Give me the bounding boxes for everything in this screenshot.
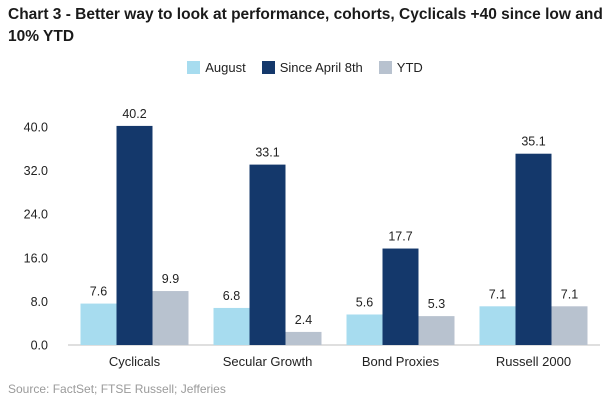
data-label: 17.7: [388, 230, 412, 244]
y-tick-label: 0.0: [31, 339, 48, 353]
data-label: 7.1: [561, 287, 578, 301]
data-label: 33.1: [255, 146, 279, 160]
legend-item-august: August: [187, 60, 246, 75]
data-label: 7.6: [90, 285, 107, 299]
legend-label-ytd: YTD: [396, 60, 423, 75]
bar-since-april-8th-russell-2000: [515, 153, 552, 345]
y-tick-label: 8.0: [31, 295, 48, 309]
x-tick-label: Cyclicals: [109, 354, 161, 369]
data-label: 7.1: [489, 287, 506, 301]
x-tick-label: Secular Growth: [223, 354, 313, 369]
y-tick-label: 24.0: [24, 208, 48, 222]
data-label: 40.2: [122, 107, 146, 121]
bar-since-april-8th-bond-proxies: [382, 248, 419, 345]
bar-ytd-russell-2000: [551, 306, 588, 345]
data-label: 5.6: [356, 295, 373, 309]
bar-august-secular-growth: [213, 307, 250, 345]
bar-august-russell-2000: [479, 306, 516, 345]
y-tick-label: 16.0: [24, 251, 48, 265]
x-tick-label: Bond Proxies: [362, 354, 440, 369]
chart-legend: August Since April 8th YTD: [0, 60, 610, 75]
bar-since-april-8th-cyclicals: [116, 125, 153, 345]
legend-item-ytd: YTD: [378, 60, 423, 75]
legend-swatch-ytd: [378, 61, 392, 74]
legend-swatch-since-april: [261, 61, 275, 74]
data-label: 9.9: [162, 272, 179, 286]
data-label: 2.4: [295, 313, 312, 327]
data-label: 5.3: [428, 297, 445, 311]
source-note: Source: FactSet; FTSE Russell; Jefferies: [8, 382, 226, 396]
y-tick-label: 32.0: [24, 164, 48, 178]
legend-label-since-april: Since April 8th: [279, 60, 363, 75]
bar-august-bond-proxies: [346, 314, 383, 345]
y-tick-label: 40.0: [24, 121, 48, 135]
legend-item-since-april: Since April 8th: [261, 60, 363, 75]
bar-since-april-8th-secular-growth: [249, 164, 286, 345]
data-label: 35.1: [521, 135, 545, 149]
x-tick-label: Russell 2000: [496, 354, 571, 369]
bar-ytd-cyclicals: [152, 291, 189, 345]
bar-ytd-bond-proxies: [418, 316, 455, 345]
legend-swatch-august: [187, 61, 201, 74]
chart-title: Chart 3 - Better way to look at performa…: [8, 6, 603, 45]
bar-ytd-secular-growth: [285, 331, 322, 345]
legend-label-august: August: [205, 60, 246, 75]
bar-august-cyclicals: [80, 303, 117, 345]
data-label: 6.8: [223, 289, 240, 303]
